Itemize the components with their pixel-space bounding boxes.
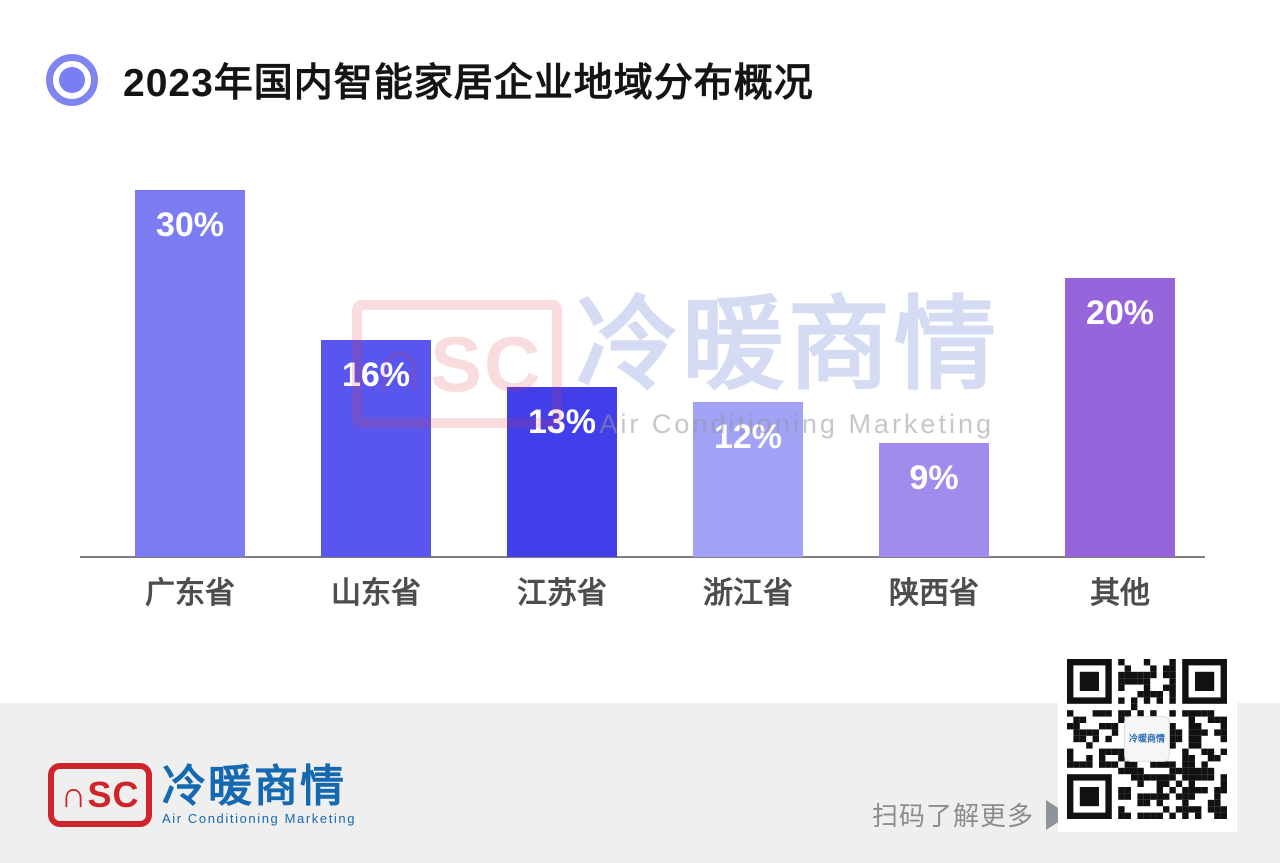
header: 2023年国内智能家居企业地域分布概况 bbox=[46, 52, 814, 108]
bar-category-label: 其他 bbox=[1090, 577, 1150, 610]
scan-hint: 扫码了解更多 bbox=[872, 796, 1070, 833]
bar-value-label: 20% bbox=[1085, 294, 1155, 332]
bar-category-label: 江苏省 bbox=[517, 577, 607, 610]
scan-hint-text: 扫码了解更多 bbox=[872, 801, 1035, 831]
brand-chinese: 冷暖商情 bbox=[162, 761, 346, 811]
nsc-logo-box: ∩SC bbox=[48, 763, 152, 827]
qr-code: 冷暖商情 bbox=[1067, 659, 1227, 819]
bar-category-label: 山东省 bbox=[331, 577, 421, 610]
bar-陕西省: 9% bbox=[879, 443, 989, 557]
brand-logo: ∩SC 冷暖商情 Air Conditioning Marketing bbox=[48, 763, 356, 827]
bar-value-label: 16% bbox=[341, 356, 411, 394]
brand-text: 冷暖商情 Air Conditioning Marketing bbox=[162, 761, 357, 827]
bar-其他: 20% bbox=[1065, 278, 1175, 557]
page-title: 2023年国内智能家居企业地域分布概况 bbox=[123, 62, 814, 105]
bar-category-label: 陕西省 bbox=[889, 577, 979, 610]
bar-广东省: 30% bbox=[135, 190, 245, 557]
bar-category-label: 广东省 bbox=[145, 577, 235, 610]
bar-value-label: 13% bbox=[527, 403, 597, 441]
bar-category-label: 浙江省 bbox=[703, 577, 793, 610]
bar-chart: 30% 16% 13% 12% 9% 20% 广东省 山东省 江苏省 浙江省 陕西省 其他 bbox=[80, 190, 1205, 610]
qr-panel: 冷暖商情 bbox=[1058, 648, 1237, 832]
title-bullet-dot-icon bbox=[59, 67, 85, 93]
x-axis-line bbox=[80, 556, 1205, 558]
bar-value-label: 9% bbox=[909, 459, 959, 497]
bar-山东省: 16% bbox=[321, 340, 431, 557]
bar-浙江省: 12% bbox=[693, 402, 803, 557]
brand-english: Air Conditioning Marketing bbox=[162, 811, 357, 827]
bar-江苏省: 13% bbox=[507, 387, 617, 557]
qr-center-label: 冷暖商情 bbox=[1129, 733, 1165, 744]
bar-value-label: 12% bbox=[713, 418, 783, 456]
bar-value-label: 30% bbox=[155, 206, 225, 244]
title-bullet-icon bbox=[46, 54, 98, 106]
